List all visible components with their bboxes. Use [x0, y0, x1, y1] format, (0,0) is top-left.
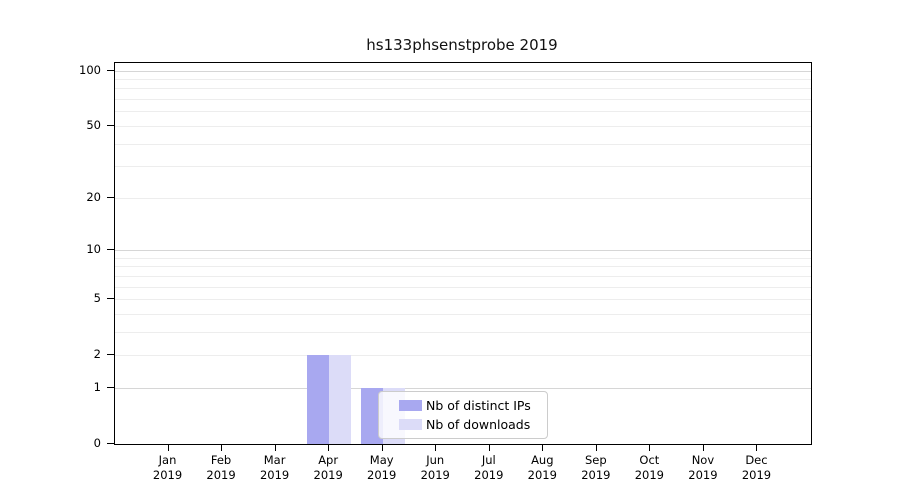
gridline — [115, 266, 811, 268]
chart-title: hs133phsenstprobe 2019 — [366, 36, 558, 54]
gridline — [115, 88, 811, 90]
x-tick-label: Jan 2019 — [152, 453, 183, 482]
gridline — [115, 275, 811, 277]
x-tick-mark — [274, 445, 276, 451]
x-tick-mark — [167, 445, 169, 451]
gridline — [115, 299, 811, 301]
y-tick-mark — [107, 124, 114, 126]
gridline — [115, 197, 811, 199]
x-tick-label: Jul 2019 — [474, 453, 504, 482]
x-tick-mark — [221, 445, 223, 451]
gridline — [115, 143, 811, 145]
gridline — [115, 313, 811, 315]
bar-downloads-apr — [329, 355, 352, 444]
y-tick-label: 2 — [93, 347, 101, 362]
gridline — [115, 125, 811, 127]
y-tick-mark — [107, 69, 114, 71]
x-tick-label: Nov 2019 — [688, 453, 718, 482]
y-tick-label: 10 — [86, 242, 101, 256]
x-tick-label: Sep 2019 — [581, 453, 611, 482]
y-tick-label: 0 — [93, 436, 101, 450]
x-tick-label: Aug 2019 — [527, 453, 557, 482]
x-tick-mark — [435, 445, 437, 451]
legend-swatch-distinct-ips — [399, 400, 422, 411]
x-tick-label: Oct 2019 — [634, 453, 665, 482]
y-tick-mark — [107, 298, 114, 300]
gridline — [115, 111, 811, 113]
legend: Nb of distinct IPs Nb of downloads — [378, 391, 548, 439]
legend-label-downloads: Nb of downloads — [426, 417, 531, 432]
gridline — [115, 79, 811, 81]
legend-item-distinct-ips: Nb of distinct IPs — [399, 398, 547, 413]
gridline — [115, 286, 811, 288]
y-tick-label: 50 — [86, 117, 101, 132]
x-tick-label: Mar 2019 — [259, 453, 290, 482]
y-tick-label: 20 — [86, 189, 101, 204]
y-tick-label: 5 — [93, 291, 101, 306]
y-tick-label: 1 — [93, 379, 101, 394]
y-tick-mark — [107, 386, 114, 388]
bar-distinct-ips-apr — [307, 355, 330, 444]
y-tick-label: 100 — [79, 62, 101, 77]
y-tick-mark — [107, 443, 114, 444]
x-tick-mark — [488, 445, 490, 451]
legend-swatch-downloads — [399, 419, 422, 430]
x-tick-mark — [649, 445, 651, 451]
y-tick-mark — [107, 249, 114, 250]
x-tick-mark — [595, 445, 597, 451]
x-tick-mark — [756, 445, 758, 451]
gridline — [115, 250, 811, 251]
x-tick-label: Dec 2019 — [741, 453, 772, 482]
x-tick-mark — [381, 445, 383, 451]
x-tick-label: May 2019 — [367, 453, 397, 482]
gridline — [115, 331, 811, 333]
legend-item-downloads: Nb of downloads — [399, 417, 547, 432]
gridline — [115, 70, 811, 72]
y-tick-mark — [107, 354, 114, 356]
legend-label-distinct-ips: Nb of distinct IPs — [426, 398, 531, 413]
x-tick-mark — [702, 445, 704, 451]
gridline — [115, 99, 811, 101]
x-tick-mark — [542, 445, 544, 451]
gridline — [115, 355, 811, 357]
y-tick-mark — [107, 196, 114, 198]
plot-area — [114, 62, 812, 445]
x-tick-label: Jun 2019 — [420, 453, 450, 482]
x-tick-label: Apr 2019 — [313, 453, 343, 482]
x-tick-mark — [328, 445, 330, 451]
gridline — [115, 387, 811, 389]
bar-distinct-ips-may — [360, 387, 383, 444]
gridline — [115, 257, 811, 259]
gridline — [115, 166, 811, 168]
x-tick-label: Feb 2019 — [206, 453, 236, 482]
